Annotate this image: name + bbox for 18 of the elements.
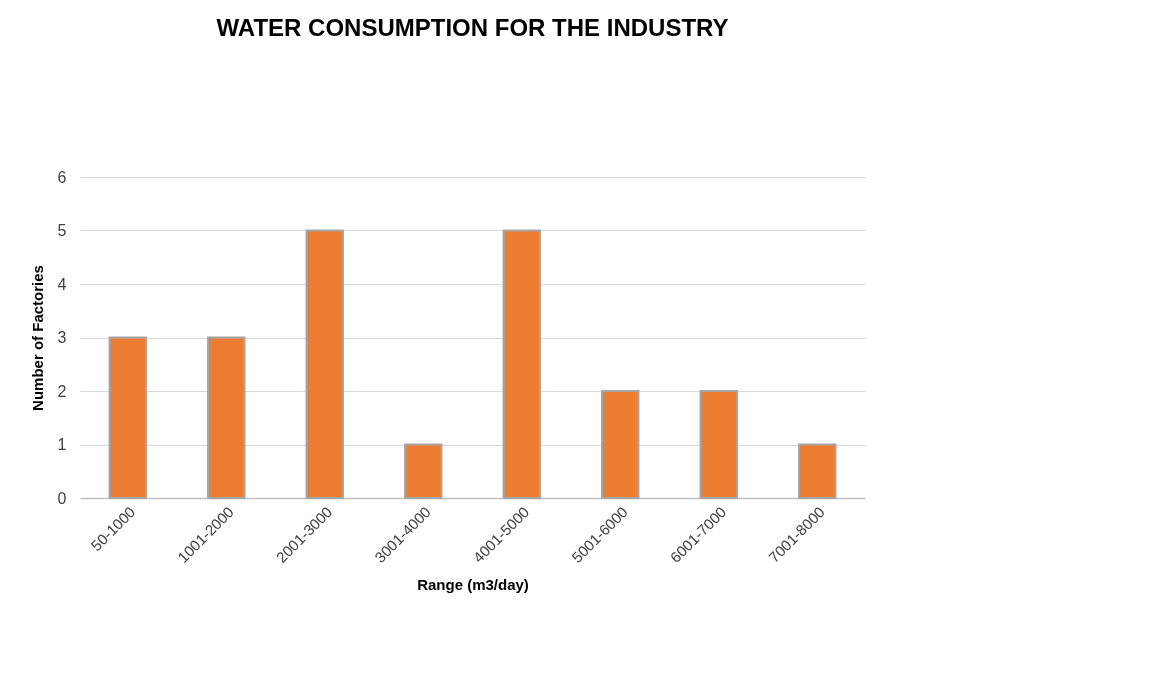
bar — [502, 229, 541, 499]
bar — [601, 390, 640, 499]
y-tick-label: 2 — [57, 382, 67, 400]
y-tick-label: 4 — [57, 275, 67, 293]
y-tick-label: 1 — [57, 436, 67, 453]
bar — [108, 336, 147, 499]
bar — [404, 443, 443, 499]
y-tick-label: 3 — [57, 329, 67, 346]
bar — [798, 443, 837, 499]
y-axis-title: Number of Factories — [28, 265, 46, 411]
y-tick-label: 6 — [57, 168, 67, 186]
bar — [699, 390, 738, 499]
y-tick-label: 0 — [57, 489, 67, 507]
bar — [305, 229, 344, 499]
bar — [207, 336, 246, 499]
x-axis-title: Range (m3/day) — [417, 575, 529, 593]
chart-title: WATER CONSUMPTION FOR THE INDUSTRY — [216, 14, 729, 41]
y-tick-label: 5 — [57, 222, 67, 239]
